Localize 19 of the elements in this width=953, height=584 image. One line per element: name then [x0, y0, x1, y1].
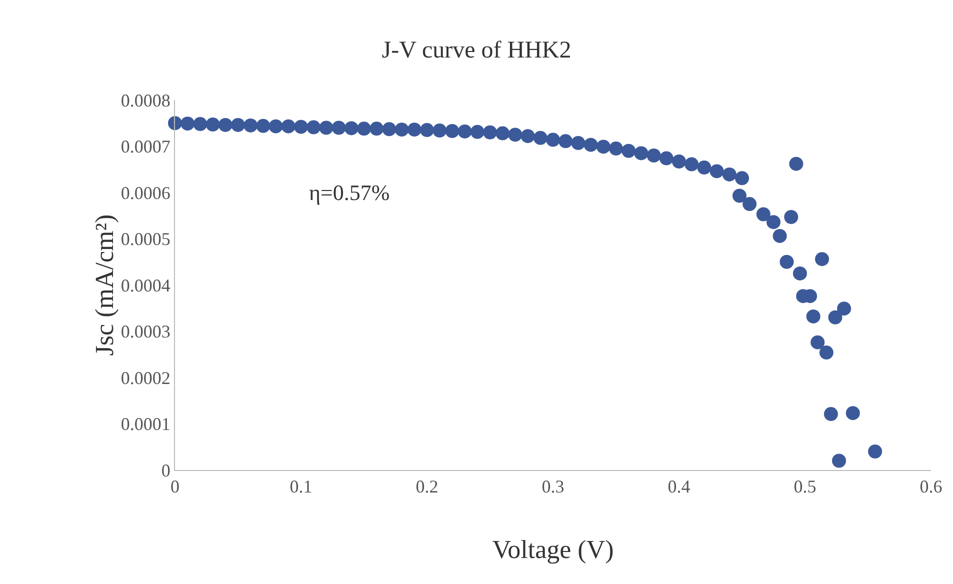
- y-tick-label: 0.0001: [120, 414, 170, 434]
- y-tick-label: 0.0005: [120, 229, 170, 250]
- x-tick-label: 0.4: [668, 476, 690, 497]
- x-tick-label: 0.6: [920, 476, 942, 497]
- y-tick-label: 0.0007: [120, 136, 170, 157]
- x-axis-title: Voltage (V): [492, 535, 614, 564]
- y-tick-label: 0.0002: [120, 368, 170, 388]
- y-tick-label: 0.0008: [120, 90, 170, 110]
- annotation: η=0.57%: [309, 180, 390, 205]
- x-tick-label: 0.3: [542, 476, 564, 497]
- y-tick-label: 0.0004: [120, 275, 170, 296]
- x-tick-label: 0.5: [794, 476, 816, 497]
- chart-title: J-V curve of HHK2: [382, 38, 572, 64]
- x-tick-label: 0.1: [290, 476, 312, 497]
- y-axis-title: Jsc (mA/cm²): [90, 214, 119, 356]
- y-tick-label: 0.0006: [120, 182, 170, 203]
- y-tick-label: 0: [161, 460, 170, 480]
- x-tick-label: 0.2: [416, 476, 438, 497]
- y-tick-label: 0.0003: [120, 322, 170, 342]
